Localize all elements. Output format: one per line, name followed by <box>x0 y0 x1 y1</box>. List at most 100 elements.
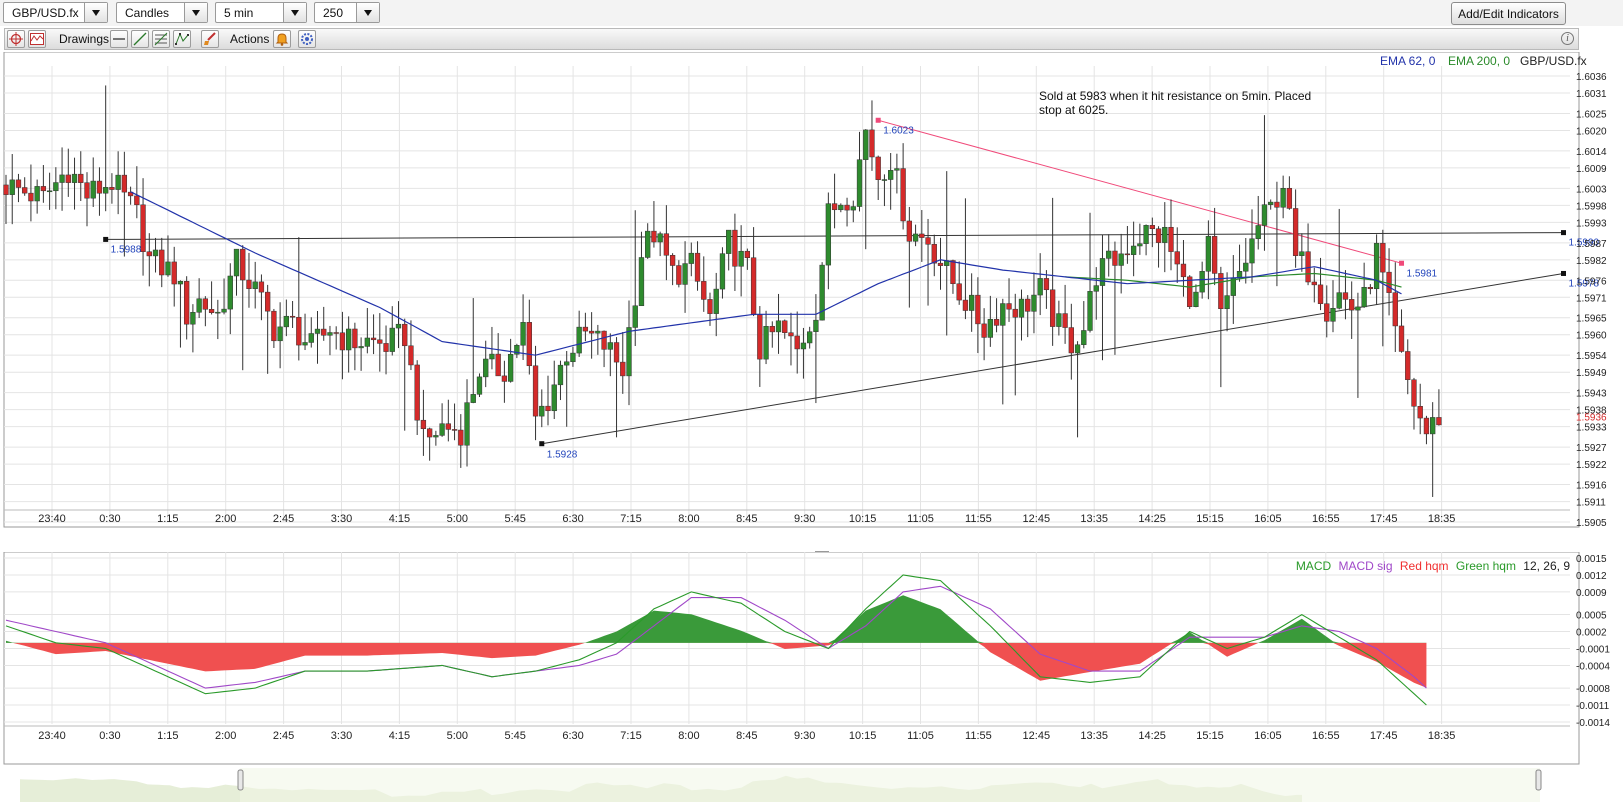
chevron-down-icon[interactable] <box>84 3 107 22</box>
chart-type-select[interactable]: Candles <box>116 2 208 23</box>
symbol-select[interactable]: GBP/USD.fx <box>3 2 108 23</box>
navigator-right-handle[interactable] <box>1535 769 1542 791</box>
candle-body <box>333 332 339 334</box>
candle-body <box>1311 281 1317 286</box>
candle-body <box>813 319 819 332</box>
navigator-overview[interactable] <box>0 768 1623 802</box>
crosshair-tool-button[interactable] <box>7 30 25 48</box>
settings-button[interactable] <box>298 30 316 48</box>
candle-body <box>221 308 227 313</box>
candle-body <box>620 361 626 377</box>
h-line-left-label: 1.5988 <box>111 244 142 255</box>
macd-legend-params: 12, 26, 9 <box>1523 559 1570 573</box>
add-edit-indicators-button[interactable]: Add/Edit Indicators <box>1451 2 1566 25</box>
candle-body <box>682 263 688 285</box>
candle-body <box>719 253 726 290</box>
candle-body <box>1043 278 1050 291</box>
time-tick-label: 16:05 <box>1254 513 1282 525</box>
candle-body <box>1286 187 1293 209</box>
erase-drawings-button[interactable] <box>201 30 219 48</box>
candle-body <box>663 233 670 256</box>
candle-body <box>526 322 532 367</box>
candle-body <box>607 342 613 350</box>
navigator-left-handle[interactable] <box>237 769 244 791</box>
candle-body <box>377 339 383 344</box>
candle-body <box>115 174 121 190</box>
navigator-window[interactable] <box>240 768 1540 802</box>
candle-body <box>1000 303 1006 326</box>
price-tick-label: 1.6031 <box>1576 89 1607 100</box>
crosshair-icon <box>9 32 23 46</box>
macd-time-tick-label: 6:30 <box>562 730 583 742</box>
price-tick-label: 1.6014 <box>1576 147 1607 158</box>
pitchfork-tool-button[interactable] <box>173 30 191 48</box>
fibonacci-tool-button[interactable] <box>152 30 170 48</box>
candle-body <box>775 320 782 333</box>
candle-body <box>632 305 638 328</box>
candle-body <box>807 331 813 344</box>
candle-body <box>383 343 389 352</box>
candle-body <box>321 328 327 336</box>
resistance-trend-line-drawing-start-handle <box>875 117 881 123</box>
candle-body <box>831 203 838 211</box>
candle-body <box>1386 271 1392 293</box>
candle-body <box>1349 299 1355 311</box>
candle-body <box>140 204 146 252</box>
support-trend-line-drawing-end-handle <box>1561 270 1566 276</box>
price-tick-label: 1.5922 <box>1576 460 1607 471</box>
timeframe-select[interactable]: 5 min <box>215 2 307 23</box>
macd-legend-sig: MACD sig <box>1339 559 1393 573</box>
candle-body <box>969 294 975 311</box>
candle-body <box>165 261 171 276</box>
time-tick-label: 3:30 <box>331 513 352 525</box>
info-icon[interactable]: i <box>1561 32 1574 45</box>
macd-time-tick-label: 15:15 <box>1196 730 1224 742</box>
candle-body <box>626 327 632 377</box>
ema62-line <box>130 191 1402 356</box>
candle-body <box>1062 313 1068 328</box>
candle-body <box>532 365 539 417</box>
macd-time-tick-label: 5:45 <box>504 730 525 742</box>
alert-button[interactable] <box>273 30 291 48</box>
candle-body <box>1124 253 1131 256</box>
candle-body <box>1049 289 1056 327</box>
chevron-down-icon[interactable] <box>184 3 207 22</box>
candle-body <box>414 364 420 421</box>
time-tick-label: 6:30 <box>562 513 583 525</box>
candle-body <box>296 316 302 346</box>
macd-time-tick-label: 16:55 <box>1312 730 1340 742</box>
candle-body <box>1268 201 1274 205</box>
candle-body <box>171 261 177 285</box>
candle-body <box>1137 243 1143 247</box>
candle-body <box>732 229 738 267</box>
candle-body <box>1187 276 1193 307</box>
candle-body <box>1149 225 1155 230</box>
macd-chart[interactable]: 0.0015 0.0012 0.0009 0.0005 0.0002 -0.0001 -0.… <box>0 552 1623 770</box>
candle-body <box>1392 292 1398 327</box>
macd-line <box>5 574 1427 706</box>
candle-body <box>987 319 993 338</box>
red-high-label: 1.6023 <box>883 125 914 136</box>
price-tick-label: 1.5976 <box>1576 276 1607 287</box>
candle-body <box>395 323 402 329</box>
chevron-down-icon[interactable] <box>283 3 306 22</box>
horizontal-line-tool-button[interactable] <box>110 30 128 48</box>
time-tick-label: 11:55 <box>965 513 992 525</box>
price-tick-label: 1.6009 <box>1576 164 1607 175</box>
candle-body <box>308 333 314 343</box>
bar-count-select[interactable]: 250 <box>314 2 380 23</box>
candle-body <box>613 342 620 363</box>
chart-style-button[interactable] <box>28 30 46 48</box>
candle-body <box>53 182 59 192</box>
candle-body <box>676 265 682 285</box>
time-tick-label: 18:35 <box>1428 513 1456 525</box>
price-tick-label: 1.6020 <box>1576 126 1607 137</box>
candle-body <box>981 323 987 338</box>
price-chart[interactable]: 1.5988 1.5990 1.5928 1.5978 1.6023 1.5981 1.6… <box>0 52 1623 532</box>
price-tick-label: 1.5911 <box>1576 498 1606 509</box>
candle-body <box>22 187 28 194</box>
chevron-down-icon[interactable] <box>356 3 379 22</box>
candle-body <box>726 229 732 254</box>
trend-line-tool-button[interactable] <box>131 30 149 48</box>
candle-body <box>707 299 713 314</box>
